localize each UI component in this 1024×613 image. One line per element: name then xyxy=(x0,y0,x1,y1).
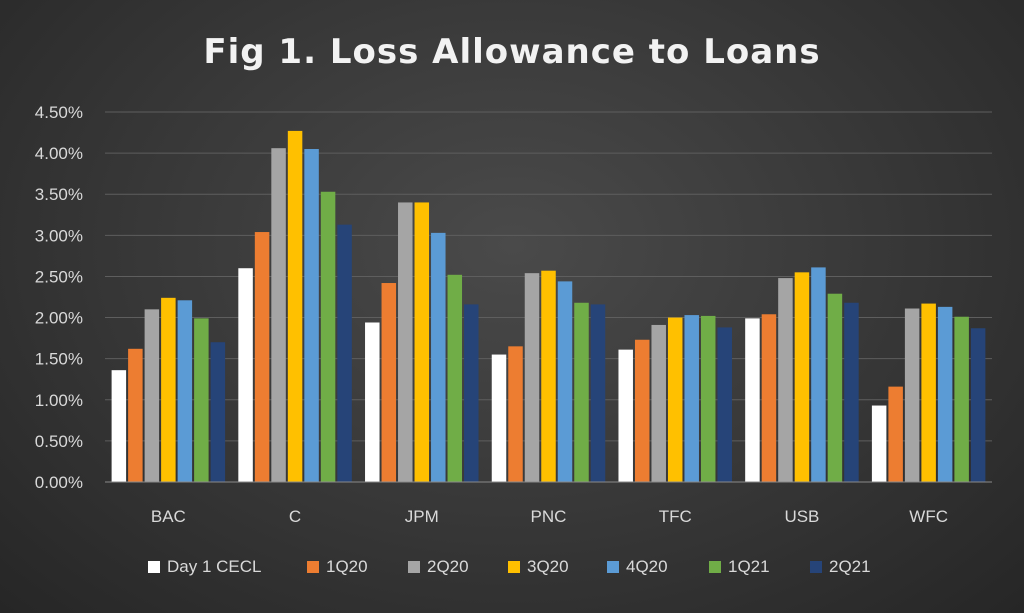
bar-bac-day-1-cecl: Day 1 CECL: 1.36% xyxy=(111,370,127,482)
y-tick-label: 3.50% xyxy=(35,185,83,204)
category-label: WFC xyxy=(909,507,948,526)
legend-swatch xyxy=(408,561,420,573)
bar-bac-4q20: 4Q20: 2.21% xyxy=(177,300,193,482)
bar-usb-1q21: 1Q21: 2.29% xyxy=(827,293,843,482)
bar-tfc-2q21: 2Q21: 1.88% xyxy=(717,327,732,482)
legend-swatch xyxy=(709,561,721,573)
y-tick-label: 0.50% xyxy=(35,432,83,451)
bar-wfc-3q20: 3Q20: 2.17% xyxy=(921,303,936,482)
y-tick-label: 2.00% xyxy=(35,309,83,328)
bar-pnc-day-1-cecl: Day 1 CECL: 1.55% xyxy=(491,354,507,482)
legend-swatch xyxy=(810,561,822,573)
bar-jpm-1q21: 1Q21: 2.52% xyxy=(447,274,463,482)
legend-label: 2Q21 xyxy=(829,557,871,576)
category-label: BAC xyxy=(151,507,186,526)
y-tick-label: 4.00% xyxy=(35,144,83,163)
category-label: USB xyxy=(784,507,819,526)
bar-usb-2q21: 2Q21: 2.18% xyxy=(844,302,859,482)
bar-tfc-1q21: 1Q21: 2.02% xyxy=(700,315,716,482)
y-tick-label: 1.50% xyxy=(35,350,83,369)
bar-c-3q20: 3Q20: 4.27% xyxy=(287,130,303,482)
bar-pnc-4q20: 4Q20: 2.44% xyxy=(557,281,573,482)
bar-tfc-day-1-cecl: Day 1 CECL: 1.61% xyxy=(618,349,633,482)
bar-wfc-day-1-cecl: Day 1 CECL: 0.93% xyxy=(871,405,887,482)
category-label: PNC xyxy=(531,507,567,526)
bar-c-day-1-cecl: Day 1 CECL: 2.60% xyxy=(238,268,253,482)
bar-wfc-2q21: 2Q21: 1.87% xyxy=(970,328,986,482)
legend-swatch xyxy=(148,561,160,573)
bar-wfc-2q20: 2Q20: 2.11% xyxy=(904,308,920,482)
bar-wfc-1q20: 1Q20: 1.16% xyxy=(888,386,903,482)
bar-jpm-day-1-cecl: Day 1 CECL: 1.94% xyxy=(365,322,380,482)
bar-usb-day-1-cecl: Day 1 CECL: 1.99% xyxy=(745,318,760,482)
y-tick-label: 3.00% xyxy=(35,226,83,245)
y-tick-label: 0.00% xyxy=(35,473,83,492)
bar-wfc-1q21: 1Q21: 2.01% xyxy=(954,316,969,482)
legend-swatch xyxy=(508,561,520,573)
bar-c-4q20: 4Q20: 4.05% xyxy=(304,149,319,482)
bar-usb-1q20: 1Q20: 2.04% xyxy=(761,314,777,482)
bar-jpm-2q20: 2Q20: 3.40% xyxy=(398,202,413,482)
chart-title: Fig 1. Loss Allowance to Loans xyxy=(203,32,820,72)
bar-pnc-1q20: 1Q20: 1.65% xyxy=(508,346,523,482)
category-label: C xyxy=(289,507,301,526)
legend: Day 1 CECL 1Q20 2Q20 3Q20 4Q20 1Q21 2Q21 xyxy=(148,557,871,576)
bar-jpm-1q20: 1Q20: 2.42% xyxy=(381,283,397,482)
bar-bac-3q20: 3Q20: 2.24% xyxy=(161,297,176,482)
legend-label: 1Q21 xyxy=(728,557,770,576)
bar-wfc-4q20: 4Q20: 2.13% xyxy=(937,306,953,482)
bar-tfc-1q20: 1Q20: 1.73% xyxy=(634,339,650,482)
legend-label: Day 1 CECL xyxy=(167,557,261,576)
y-tick-label: 2.50% xyxy=(35,267,83,286)
bar-bac-2q21: 2Q21: 1.70% xyxy=(210,342,226,482)
bar-tfc-2q20: 2Q20: 1.91% xyxy=(651,324,666,482)
bar-tfc-4q20: 4Q20: 2.03% xyxy=(684,315,699,482)
legend-swatch xyxy=(307,561,319,573)
category-label: TFC xyxy=(659,507,692,526)
bars: Day 1 CECL: 1.36%1Q20: 1.62%2Q20: 2.10%3… xyxy=(111,130,986,482)
bar-jpm-3q20: 3Q20: 3.40% xyxy=(414,202,430,482)
bar-bac-1q21: 1Q21: 1.99% xyxy=(194,318,209,482)
bar-pnc-2q20: 2Q20: 2.54% xyxy=(524,273,540,482)
y-tick-label: 1.00% xyxy=(35,391,83,410)
bar-tfc-3q20: 3Q20: 2.00% xyxy=(667,317,683,482)
legend-swatch xyxy=(607,561,619,573)
bar-usb-2q20: 2Q20: 2.48% xyxy=(778,278,793,482)
bar-pnc-2q21: 2Q21: 2.16% xyxy=(590,304,606,482)
bar-jpm-4q20: 4Q20: 3.03% xyxy=(431,232,446,482)
category-label: JPM xyxy=(405,507,439,526)
bar-usb-3q20: 3Q20: 2.55% xyxy=(794,272,810,482)
y-tick-label: 4.50% xyxy=(35,103,83,122)
x-axis-category-labels: BAC C JPM PNC TFC USB WFC xyxy=(151,507,948,526)
y-axis-tick-labels: 0.00% 0.50% 1.00% 1.50% 2.00% 2.50% 3.00% 3.50%… xyxy=(35,103,83,492)
bar-c-2q20: 2Q20: 4.06% xyxy=(271,148,286,482)
bar-bac-1q20: 1Q20: 1.62% xyxy=(128,348,143,482)
bar-c-1q20: 1Q20: 3.04% xyxy=(254,232,270,482)
bar-pnc-1q21: 1Q21: 2.18% xyxy=(574,302,589,482)
legend-label: 1Q20 xyxy=(326,557,368,576)
bar-jpm-2q21: 2Q21: 2.16% xyxy=(464,304,479,482)
legend-label: 4Q20 xyxy=(626,557,668,576)
bar-c-1q21: 1Q21: 3.53% xyxy=(320,191,336,482)
legend-label: 2Q20 xyxy=(427,557,469,576)
legend-label: 3Q20 xyxy=(527,557,569,576)
bar-c-2q21: 2Q21: 3.13% xyxy=(337,224,352,482)
bar-bac-2q20: 2Q20: 2.10% xyxy=(144,309,160,482)
bar-pnc-3q20: 3Q20: 2.57% xyxy=(541,270,556,482)
bar-usb-4q20: 4Q20: 2.61% xyxy=(811,267,826,482)
